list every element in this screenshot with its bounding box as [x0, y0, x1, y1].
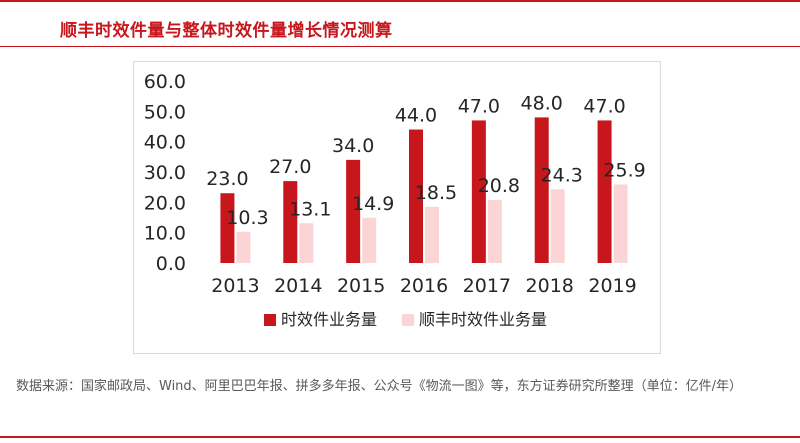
y-tick-label: 50.0: [144, 101, 186, 123]
bar-sf: [613, 184, 628, 263]
x-tick-label: 2018: [526, 275, 574, 297]
legend-swatch-sf: [402, 314, 414, 326]
bar-sf: [550, 189, 565, 263]
bottom-rule: [0, 436, 800, 438]
data-label-total: 47.0: [583, 95, 625, 117]
data-label-sf: 14.9: [352, 193, 394, 215]
bar-sf: [299, 223, 314, 263]
x-tick-label: 2015: [337, 275, 385, 297]
data-label-total: 23.0: [206, 168, 248, 190]
x-tick-label: 2019: [588, 275, 636, 297]
x-tick-label: 2014: [274, 275, 322, 297]
bar-chart: 0.0 10.0 20.0 30.0 40.0 50.0 60.0 23.0 10.3 2013 2…: [144, 71, 646, 329]
y-tick-label: 0.0: [156, 253, 186, 275]
y-tick-label: 60.0: [144, 71, 186, 93]
legend-swatch-total: [264, 314, 276, 326]
bar-total: [534, 117, 549, 264]
data-label-total: 48.0: [521, 92, 563, 114]
title-rule: [0, 46, 800, 47]
bar-sf: [487, 199, 502, 263]
bar-total: [409, 129, 423, 263]
data-label-sf: 24.3: [541, 164, 583, 186]
y-tick-label: 20.0: [144, 192, 186, 214]
bar-sf: [362, 217, 377, 263]
data-label-sf: 20.8: [478, 175, 520, 197]
bar-sf: [236, 231, 251, 263]
data-label-sf: 18.5: [415, 182, 457, 204]
bar-total: [283, 181, 298, 263]
y-tick-label: 30.0: [144, 162, 186, 184]
data-label-sf: 25.9: [603, 159, 645, 181]
x-tick-label: 2017: [463, 275, 511, 297]
top-rule: [0, 0, 800, 2]
data-label-sf: 10.3: [226, 207, 268, 229]
chart-frame: 0.0 10.0 20.0 30.0 40.0 50.0 60.0 23.0 10.3 2013 2…: [133, 61, 661, 354]
bar-sf: [425, 206, 439, 263]
chart-title: 顺丰时效件量与整体时效件量增长情况测算: [60, 21, 393, 41]
data-label-sf: 13.1: [289, 198, 331, 220]
bar-total: [220, 193, 235, 263]
bar-total: [471, 120, 486, 263]
y-tick-label: 10.0: [144, 223, 186, 245]
legend-label-total: 时效件业务量: [281, 310, 377, 329]
data-label-total: 34.0: [332, 135, 374, 157]
x-tick-label: 2013: [211, 275, 259, 297]
y-tick-label: 40.0: [144, 132, 186, 154]
x-tick-label: 2016: [400, 275, 448, 297]
legend-label-sf: 顺丰时效件业务量: [419, 310, 547, 329]
data-label-total: 27.0: [269, 156, 311, 178]
data-label-total: 47.0: [458, 95, 500, 117]
bar-total: [597, 120, 612, 263]
bar-total: [346, 159, 361, 263]
data-label-total: 44.0: [395, 105, 437, 127]
source-note: 数据来源：国家邮政局、Wind、阿里巴巴年报、拼多多年报、公众号《物流一图》等，…: [16, 379, 743, 394]
